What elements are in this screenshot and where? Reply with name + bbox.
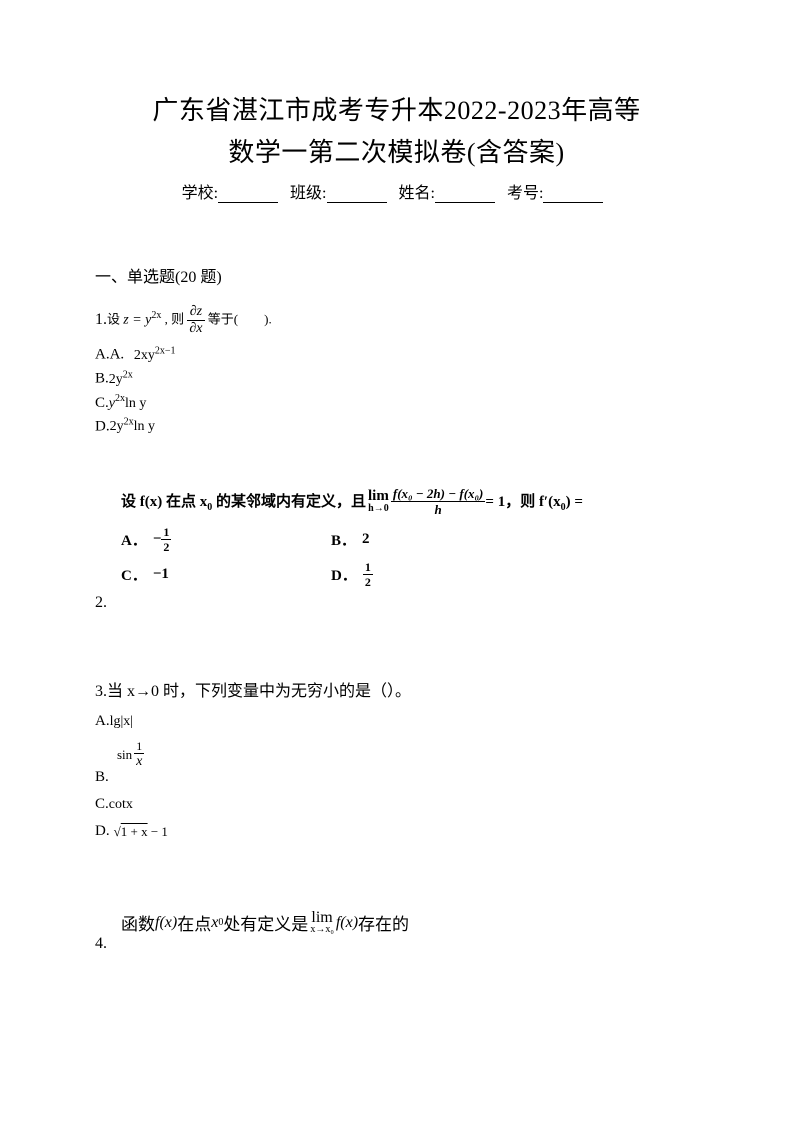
q1-optb-label: B. [95, 371, 109, 387]
title-line-1: 广东省湛江市成考专升本2022-2023年高等 [95, 90, 698, 132]
q3-optb-den: x [134, 754, 144, 769]
q1-optd-post: ln y [134, 419, 155, 434]
q3-optd-sqrt: √ [114, 824, 121, 839]
q4-fx: f(x) [155, 914, 177, 932]
title-line-2: 数学一第二次模拟卷(含答案) [95, 132, 698, 174]
q3-optc-label: C. [95, 796, 109, 813]
number-blank[interactable] [543, 187, 603, 203]
q2-number: 2. [95, 594, 698, 612]
q1-optd-label: D. [95, 418, 110, 434]
question-3: 3.当 x→0 时，下列变量中为无穷小的是（）。 A.lg|x| sin 1 x… [95, 677, 698, 840]
q3-option-c: C.cotx [95, 796, 698, 813]
question-2: 设 f(x) 在点 x0 的某邻域内有定义，且 lim h→0 f(x₀ − 2… [95, 487, 698, 612]
q4-lim-top: lim [310, 911, 334, 925]
q1-stem-pre: 设 [107, 312, 123, 327]
q3-optc-val: cotx [109, 797, 133, 813]
q2-optd-num: 1 [363, 561, 373, 575]
q3-stem: 3.当 x→0 时，下列变量中为无穷小的是（）。 [95, 677, 698, 701]
q3-optd-post: − 1 [148, 824, 168, 839]
q1-optb-base: 2y [109, 372, 123, 387]
q2-stem-pre: 设 f(x) 在点 x [121, 494, 207, 510]
q2-optc-label: C． [121, 564, 147, 585]
q2-stem-post: ) = [566, 494, 583, 510]
q1-exp: 2x [151, 310, 161, 321]
q2-stem-mid1: 的某邻域内有定义，且 [212, 494, 366, 510]
class-label: 班级: [290, 185, 326, 202]
q2-option-d: D． 1 2 [331, 561, 541, 588]
q2-lim-bot: h→0 [368, 504, 389, 513]
q3-optd-inner: 1 + x [121, 824, 148, 839]
q2-optd-den: 2 [363, 575, 373, 588]
q2-optc-val: −1 [153, 566, 169, 583]
q2-optb-label: B． [331, 529, 356, 550]
q2-optd-label: D． [331, 564, 357, 585]
school-blank[interactable] [218, 187, 278, 203]
q3-opta-val: lg|x| [110, 714, 134, 730]
section-1-header: 一、单选题(20 题) [95, 263, 698, 287]
q3-number: 3. [95, 683, 107, 700]
q2-opta-neg: − [153, 531, 162, 548]
q1-optc-label: C. [95, 395, 109, 411]
q3-option-d: D. √1 + x − 1 [95, 823, 698, 840]
q1-optb-exp: 2x [123, 369, 133, 380]
q4-lim-bot: x→x₀ [310, 925, 334, 934]
q3-opta-label: A. [95, 713, 110, 730]
q2-option-a: A． − 1 2 [121, 526, 331, 553]
name-blank[interactable] [435, 187, 495, 203]
q1-opta-exp: 2x−1 [155, 345, 176, 356]
q1-option-b: B.2y2x [95, 368, 698, 390]
q2-lim-top: lim [368, 490, 389, 504]
q1-opta-base: 2xy [134, 348, 155, 363]
question-4: 函数 f(x) 在点 x0 处有定义是 lim x→x₀ f(x) 存在的 4. [95, 910, 698, 953]
q4-stem-post: 存在的 [358, 910, 409, 935]
q4-number: 4. [95, 935, 698, 953]
q2-frac-num: f(x₀ − 2h) − f(x₀) [391, 487, 486, 502]
q3-stem-text: 当 x→0 时，下列变量中为无穷小的是（）。 [107, 683, 411, 700]
exam-title: 广东省湛江市成考专升本2022-2023年高等 数学一第二次模拟卷(含答案) [95, 90, 698, 173]
q1-opta-label: A.A. [95, 347, 124, 363]
q1-option-a: A.A. 2xy2x−1 [95, 344, 698, 366]
q2-opta-num: 1 [161, 526, 171, 540]
number-label: 考号: [507, 185, 543, 202]
q2-frac-den: h [391, 502, 486, 516]
q1-optc-post: ln y [125, 396, 146, 411]
q1-frac-den: ∂x [187, 321, 204, 336]
q1-option-c: C.y2xln y [95, 392, 698, 414]
q2-stem-mid2: = 1，则 f′(x [485, 494, 560, 510]
q1-stem-mid: , 则 [165, 312, 188, 327]
q4-stem: 函数 f(x) 在点 x0 处有定义是 lim x→x₀ f(x) 存在的 [121, 910, 698, 935]
q1-optd-exp: 2x [124, 417, 134, 428]
q3-optb-label: B. [95, 769, 144, 786]
q1-frac-num: ∂z [187, 305, 204, 321]
q4-stem-pre: 函数 [121, 910, 155, 935]
q1-frac: ∂z ∂x [187, 305, 204, 336]
class-blank[interactable] [327, 187, 387, 203]
q1-optd-base: 2y [110, 419, 124, 434]
q1-stem-post: 等于( ). [208, 312, 272, 327]
q4-stem-mid2: 处有定义是 [223, 910, 308, 935]
q3-option-b: sin 1 x B. [95, 740, 698, 786]
q2-stem: 设 f(x) 在点 x0 的某邻域内有定义，且 lim h→0 f(x₀ − 2… [121, 487, 698, 516]
q2-opta-den: 2 [161, 540, 171, 553]
q3-optb-sin: sin [117, 747, 132, 763]
q2-option-b: B． 2 [331, 526, 541, 553]
q3-optd-label: D. [95, 823, 110, 840]
q1-number: 1. [95, 311, 107, 329]
school-label: 学校: [182, 185, 218, 202]
q2-opta-label: A． [121, 529, 147, 550]
name-label: 姓名: [399, 185, 435, 202]
q1-option-d: D.2y2xln y [95, 416, 698, 438]
q4-stem-mid1: 在点 [177, 910, 211, 935]
question-1: 1. 设 z = y2x , 则 ∂z ∂x 等于( ). [95, 305, 698, 336]
q3-optb-num: 1 [134, 740, 144, 754]
q4-x0: x [211, 914, 218, 932]
q2-option-c: C． −1 [121, 561, 331, 588]
q3-option-a: A.lg|x| [95, 713, 698, 730]
q2-options: A． − 1 2 B． 2 C． −1 D． 1 2 [121, 526, 698, 596]
student-info-line: 学校: 班级: 姓名: 考号: [95, 179, 698, 203]
q4-fx2: f(x) [336, 914, 358, 932]
q1-eq: z = y [123, 313, 151, 328]
q1-optc-exp: 2x [115, 393, 125, 404]
q2-optb-val: 2 [362, 531, 370, 548]
